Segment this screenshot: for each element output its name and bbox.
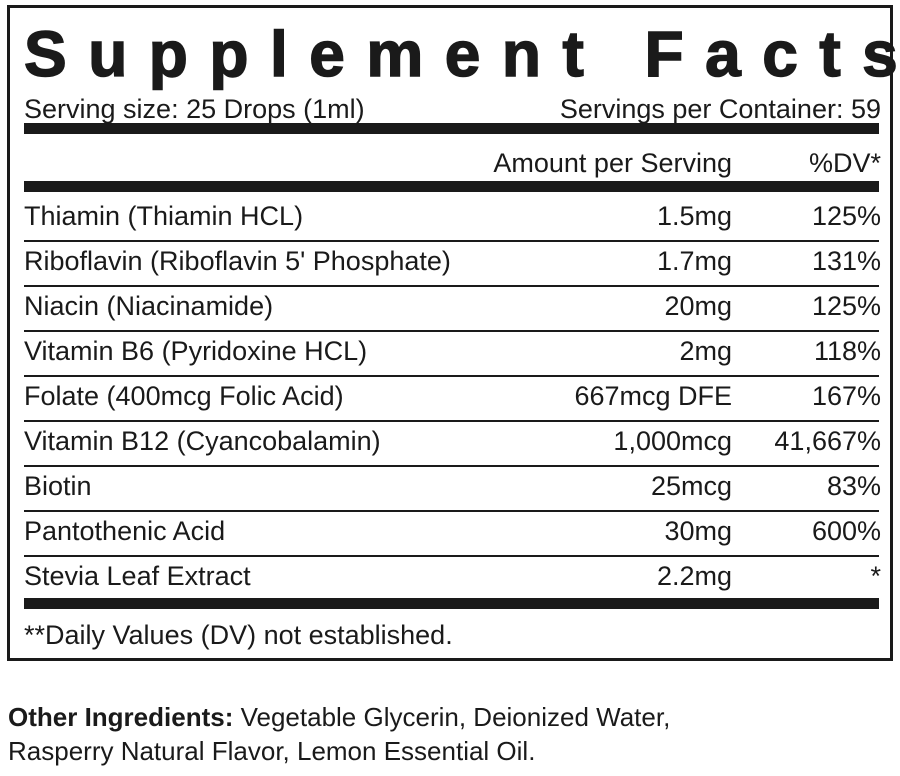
other-ingredients-label: Other Ingredients: <box>8 702 234 732</box>
other-ingredients-text: Vegetable Glycerin, Deionized Water, <box>240 702 671 732</box>
nutrient-dv: 118% <box>813 336 881 366</box>
nutrient-dv: 600% <box>811 516 881 546</box>
nutrient-amount: 30mg <box>664 516 732 546</box>
row-divider <box>24 510 879 512</box>
row-divider <box>24 420 879 422</box>
nutrient-name: Folate (400mcg Folic Acid) <box>24 381 344 411</box>
nutrient-amount: 2.2mg <box>656 561 732 591</box>
nutrient-amount: 667mcg DFE <box>574 381 732 411</box>
nutrient-amount: 1,000mcg <box>613 426 732 456</box>
other-ingredients-line: Rasperry Natural Flavor, Lemon Essential… <box>8 736 536 766</box>
nutrient-name: Vitamin B6 (Pyridoxine HCL) <box>24 336 368 366</box>
servings-per-container: Servings per Container: 59 <box>559 94 881 124</box>
row-divider <box>24 465 879 467</box>
title: Supplement Facts <box>23 18 900 90</box>
nutrient-name: Pantothenic Acid <box>24 516 226 546</box>
nutrient-name: Biotin <box>24 471 92 501</box>
divider <box>24 123 879 134</box>
row-divider <box>24 555 879 557</box>
nutrient-name: Niacin (Niacinamide) <box>24 291 274 321</box>
amount-header: Amount per Serving <box>493 148 732 178</box>
nutrient-dv: 125% <box>811 291 881 321</box>
row-divider <box>24 285 879 287</box>
nutrient-amount: 25mcg <box>650 471 732 501</box>
row-divider <box>24 240 879 242</box>
row-divider <box>24 330 879 332</box>
serving-size: Serving size: 25 Drops (1ml) <box>24 94 365 124</box>
nutrient-amount: 1.7mg <box>656 246 732 276</box>
nutrient-amount: 2mg <box>679 336 732 366</box>
nutrient-name: Riboflavin (Riboflavin 5' Phosphate) <box>24 246 451 276</box>
footnote: **Daily Values (DV) not established. <box>24 620 453 650</box>
nutrient-amount: 1.5mg <box>656 201 732 231</box>
divider <box>24 181 879 192</box>
nutrient-dv: * <box>870 561 881 591</box>
nutrient-name: Stevia Leaf Extract <box>24 561 251 591</box>
divider <box>24 598 879 609</box>
nutrient-dv: 167% <box>811 381 881 411</box>
nutrient-dv: 125% <box>811 201 881 231</box>
nutrient-name: Vitamin B12 (Cyancobalamin) <box>24 426 381 456</box>
row-divider <box>24 375 879 377</box>
nutrient-dv: 131% <box>811 246 881 276</box>
supplement-facts-panel: Supplement Facts Serving size: 25 Drops … <box>7 5 898 661</box>
nutrient-dv: 41,667% <box>774 426 881 456</box>
nutrient-amount: 20mg <box>664 291 732 321</box>
other-ingredients-line: Other Ingredients: Vegetable Glycerin, D… <box>8 704 670 730</box>
nutrient-name: Thiamin (Thiamin HCL) <box>24 201 304 231</box>
dv-header: %DV* <box>808 148 881 178</box>
nutrient-dv: 83% <box>826 471 881 501</box>
